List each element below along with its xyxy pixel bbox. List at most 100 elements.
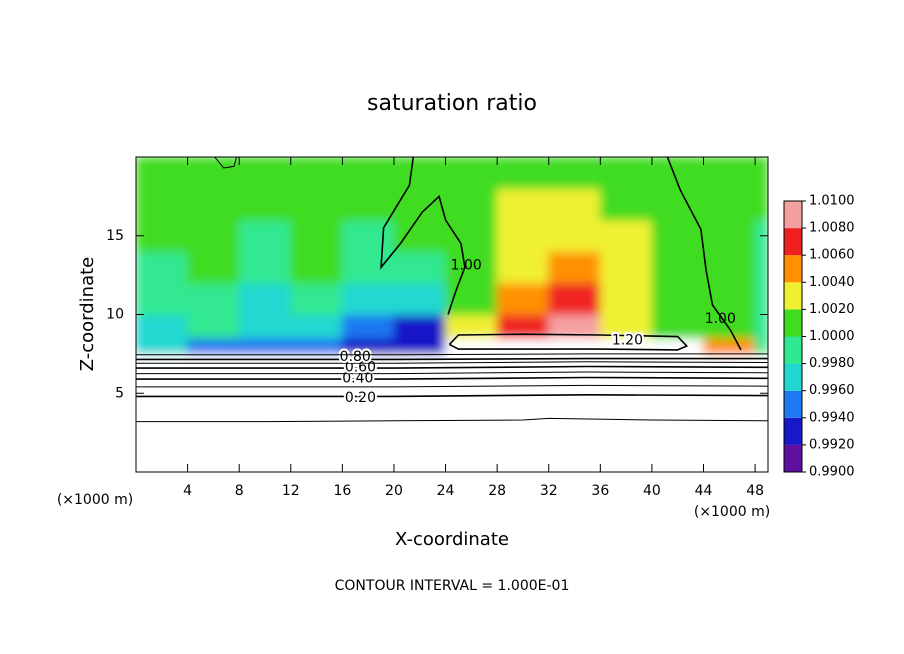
- x-tick-label: 28: [488, 483, 506, 499]
- contour-label: 0.80: [340, 349, 371, 365]
- colorbar-swatch: [784, 390, 802, 418]
- cell: [703, 337, 756, 355]
- cell: [599, 251, 653, 284]
- cell: [393, 219, 447, 252]
- cell: [651, 219, 705, 252]
- cell: [238, 188, 292, 221]
- cell: [393, 337, 447, 355]
- x-tick-label: 36: [591, 483, 609, 499]
- cell: [238, 337, 292, 355]
- contour-label: 1.00: [451, 258, 482, 274]
- colorbar-label: 0.9940: [809, 410, 855, 425]
- cell: [496, 251, 550, 284]
- cell: [548, 353, 601, 472]
- cell: [548, 157, 601, 189]
- colorbar-label: 1.0000: [809, 329, 855, 344]
- cell: [136, 337, 189, 355]
- colorbar-label: 0.9920: [809, 437, 855, 452]
- contour-line: [136, 417, 768, 423]
- contour-line: [136, 365, 768, 369]
- cell: [548, 251, 601, 284]
- x-tick-label: 40: [643, 483, 661, 499]
- contour-label: 1.20: [612, 332, 643, 348]
- cell: [238, 219, 292, 252]
- cell: [393, 282, 447, 315]
- x-tick-label: 48: [746, 483, 764, 499]
- contour-line: [136, 393, 768, 398]
- cell: [754, 157, 768, 189]
- contour-line: [136, 361, 768, 364]
- colorbar-label: 0.9980: [809, 356, 855, 371]
- cell: [496, 353, 550, 472]
- y-tick-label: 5: [115, 385, 124, 401]
- colorbar-swatch: [784, 228, 802, 256]
- cell: [599, 157, 653, 189]
- cell: [548, 282, 601, 315]
- cell: [290, 353, 343, 472]
- colorbar-label: 0.9900: [809, 465, 855, 480]
- cell: [599, 282, 653, 315]
- cell: [445, 251, 498, 284]
- cell: [445, 188, 498, 221]
- cell: [754, 337, 768, 355]
- cell: [290, 337, 343, 355]
- cell: [651, 337, 705, 355]
- colorbar-label: 1.0060: [809, 248, 855, 263]
- contour-line: [136, 357, 768, 361]
- x-axis-label: X-coordinate: [395, 529, 509, 550]
- cell: [393, 157, 447, 189]
- colorbar-label: 1.0020: [809, 302, 855, 317]
- colorbar-swatch: [784, 201, 802, 229]
- cell: [136, 282, 189, 315]
- cell: [136, 219, 189, 252]
- cell: [496, 157, 550, 189]
- x-tick-label: 32: [540, 483, 558, 499]
- cell: [238, 251, 292, 284]
- cell: [290, 157, 343, 189]
- cell: [445, 219, 498, 252]
- cell: [496, 282, 550, 315]
- cell: [651, 188, 705, 221]
- y-tick-label: 15: [106, 228, 124, 244]
- overlay: 4 8 12 16 20 24 28 32 36 40 44 48510150.99000.99200…: [106, 156, 855, 499]
- cell: [445, 337, 498, 355]
- contour-line: [136, 353, 768, 356]
- cell: [187, 251, 240, 284]
- cell: [238, 282, 292, 315]
- contour-label: 0.20: [345, 390, 376, 406]
- cell: [341, 337, 395, 355]
- cell: [754, 188, 768, 221]
- cell: [136, 353, 189, 472]
- cell: [599, 353, 653, 472]
- cell: [445, 157, 498, 189]
- cell: [599, 188, 653, 221]
- cell: [599, 219, 653, 252]
- y-tick-label: 10: [106, 307, 124, 323]
- cell: [651, 314, 705, 339]
- field: [136, 157, 768, 472]
- colorbar-swatch: [784, 336, 802, 364]
- cells: [136, 157, 768, 472]
- cell: [703, 353, 756, 472]
- cell: [341, 282, 395, 315]
- cell: [548, 337, 601, 355]
- colorbar-swatch: [784, 309, 802, 337]
- cell: [393, 353, 447, 472]
- cell: [703, 251, 756, 284]
- x-unit: (×1000 m): [694, 504, 770, 520]
- cell: [496, 188, 550, 221]
- cell: [187, 157, 240, 189]
- chart-title: saturation ratio: [367, 91, 537, 116]
- x-tick-label: 4: [183, 483, 192, 499]
- contour-line: [380, 157, 466, 315]
- colorbar-label: 1.0040: [809, 275, 855, 290]
- footer: CONTOUR INTERVAL = 1.000E-01: [335, 578, 570, 594]
- cell: [445, 353, 498, 472]
- cell: [754, 314, 768, 339]
- cell: [136, 188, 189, 221]
- x-tick-label: 24: [437, 483, 455, 499]
- cell: [187, 282, 240, 315]
- cell: [703, 157, 756, 189]
- contour-line: [136, 371, 768, 375]
- x-tick-label: 16: [333, 483, 351, 499]
